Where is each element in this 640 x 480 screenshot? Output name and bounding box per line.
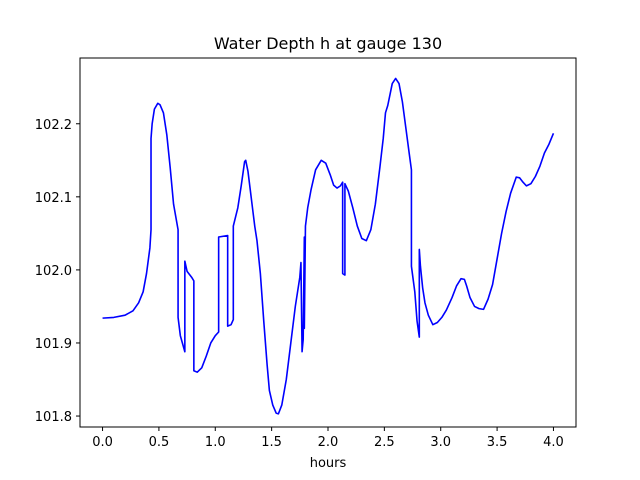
x-tick-label: 1.0 xyxy=(205,435,226,450)
y-tick-label: 102.0 xyxy=(35,264,72,279)
y-tick-label: 101.9 xyxy=(35,337,72,352)
x-tick-label: 0.5 xyxy=(149,435,170,450)
x-tick-label: 3.0 xyxy=(430,435,451,450)
y-tick-label: 102.1 xyxy=(35,191,72,206)
chart-title: Water Depth h at gauge 130 xyxy=(214,34,442,53)
y-tick-label: 101.8 xyxy=(35,410,72,425)
x-tick-label: 1.5 xyxy=(261,435,282,450)
x-axis-label: hours xyxy=(310,456,347,471)
y-axis: 101.8 101.9 102.0 102.1 102.2 xyxy=(35,118,80,425)
x-tick-label: 0.0 xyxy=(92,435,113,450)
x-tick-label: 3.5 xyxy=(487,435,508,450)
x-tick-label: 4.0 xyxy=(543,435,564,450)
x-tick-label: 2.5 xyxy=(374,435,395,450)
x-tick-label: 2.0 xyxy=(318,435,339,450)
plot-area xyxy=(102,77,555,415)
series-line-0 xyxy=(102,77,555,415)
x-axis: 0.0 0.5 1.0 1.5 2.0 2.5 3.0 3.5 4.0 xyxy=(92,427,564,450)
y-tick-label: 102.2 xyxy=(35,118,72,133)
